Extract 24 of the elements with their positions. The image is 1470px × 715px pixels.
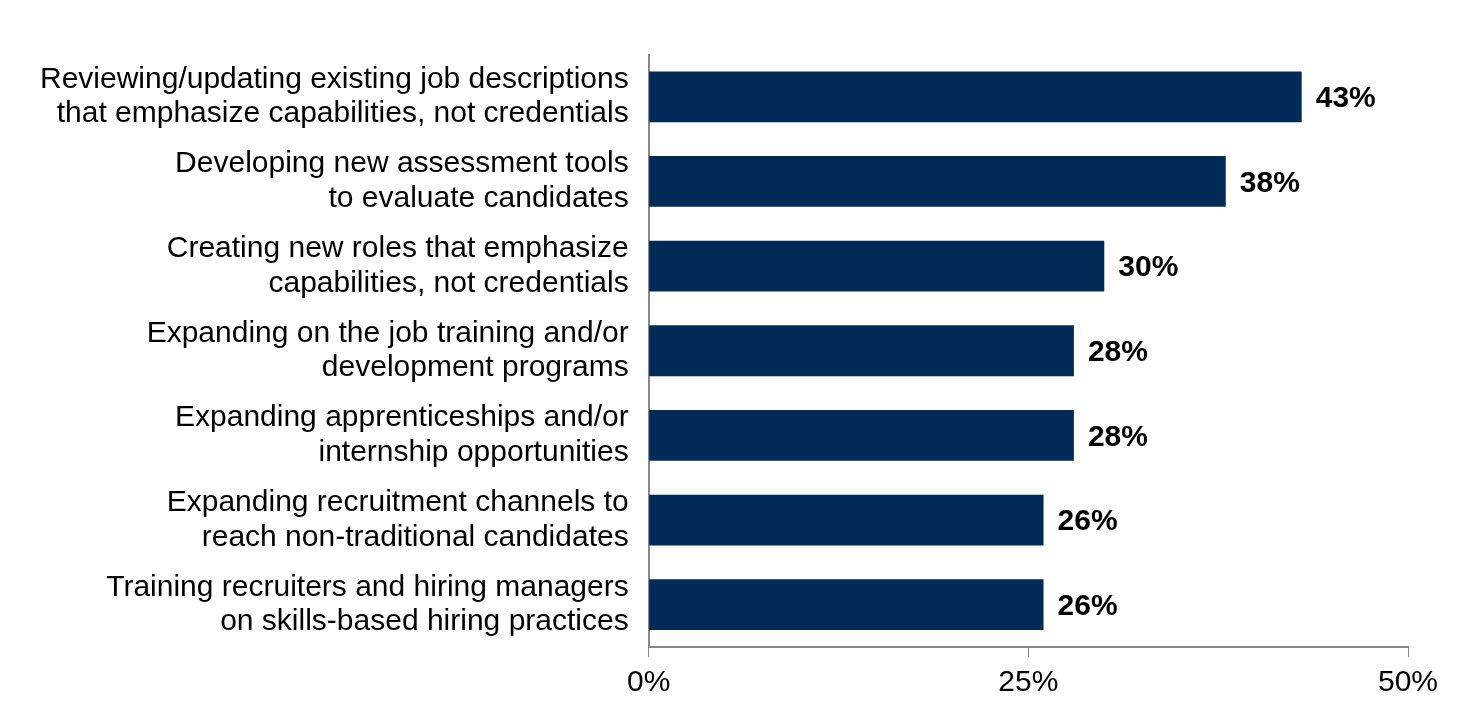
bar: [649, 156, 1226, 207]
bar: [649, 71, 1302, 123]
bar: [649, 240, 1105, 292]
bar: [649, 494, 1044, 546]
x-tick-label: 25%: [998, 664, 1059, 698]
y-tick-label: Developing new assessment tools to evaluate candidates: [175, 145, 629, 213]
bar: [649, 325, 1074, 377]
data-label: 28%: [1087, 334, 1148, 368]
y-tick-label: Expanding on the job training and/or development programs: [146, 314, 629, 383]
data-label: 26%: [1057, 587, 1118, 621]
y-tick-label: Expanding apprenticeships and/or internship opportunities: [175, 399, 629, 467]
x-tick-label: 0%: [627, 664, 671, 698]
y-tick-label: Expanding recruitment channels to reach non-traditional candidates: [166, 484, 629, 552]
data-label: 30%: [1118, 249, 1179, 283]
data-label: 38%: [1239, 164, 1300, 198]
data-label: 28%: [1087, 418, 1148, 452]
y-tick-label: Training recruiters and hiring managers on skills-based hiring practices: [106, 568, 629, 637]
x-tick-label: 50%: [1377, 664, 1439, 698]
bar: [649, 410, 1074, 461]
y-tick-label: Reviewing/updating existing job descriptions that emphasize capabilities, not credentials: [39, 60, 629, 129]
y-tick-label: Creating new roles that emphasize capabilities, not credentials: [166, 230, 629, 298]
data-label: 26%: [1057, 503, 1118, 537]
data-label: 43%: [1315, 80, 1376, 114]
bar: [649, 579, 1044, 631]
